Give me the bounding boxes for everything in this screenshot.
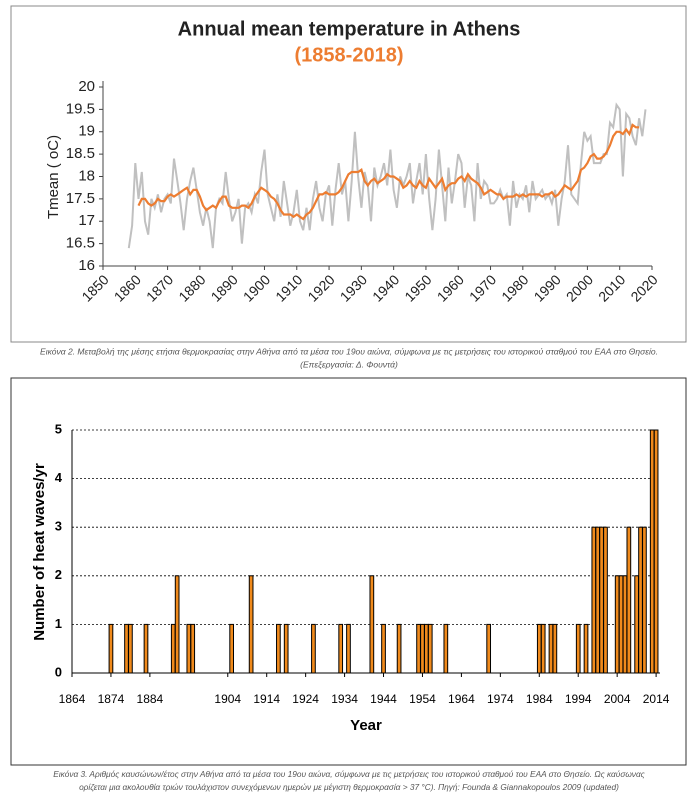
bar	[369, 575, 375, 674]
bar	[338, 623, 344, 674]
x-tick-label: 2004	[604, 692, 631, 706]
y-tick-label: 5	[55, 421, 62, 436]
bar	[186, 623, 192, 674]
bar	[420, 623, 425, 674]
bar	[626, 526, 632, 674]
bar	[443, 623, 449, 674]
y-tick-label: 2	[55, 567, 62, 582]
bar	[540, 623, 546, 674]
bar	[229, 623, 235, 674]
x-tick-label: 1904	[214, 692, 241, 706]
x-tick-label: 1884	[137, 692, 164, 706]
x-tick-label: 1954	[409, 692, 436, 706]
bar	[311, 623, 316, 674]
bar	[548, 623, 554, 674]
chart-title: Annual mean temperature in Athens	[178, 18, 521, 40]
caption: Εικόνα 2. Μεταβολή της μέσης ετήσια θερμ…	[40, 346, 658, 356]
y-tick-label: 17	[78, 212, 95, 229]
y-tick-label: 4	[55, 470, 63, 485]
bar	[396, 623, 402, 674]
caption: Εικόνα 3. Αριθμός καυσώνων/έτος στην Αθή…	[53, 769, 645, 779]
y-tick-label: 18	[78, 167, 95, 184]
x-tick-label: 1994	[565, 692, 592, 706]
bar	[170, 623, 176, 674]
bar	[595, 526, 601, 674]
caption: ορίζεται μια ακολουθία τριών τουλάχιστον…	[79, 782, 619, 792]
bar	[174, 575, 180, 674]
bar	[649, 429, 655, 674]
y-tick-label: 20	[78, 78, 95, 95]
bar	[614, 575, 620, 674]
y-tick-label: 16.5	[66, 235, 95, 252]
y-tick-label: 3	[55, 519, 62, 534]
bar	[642, 526, 647, 674]
bar	[603, 526, 608, 674]
bar	[190, 623, 196, 674]
bar	[416, 623, 421, 674]
x-tick-label: 1924	[292, 692, 319, 706]
x-axis-label: Year	[350, 717, 382, 734]
x-tick-label: 1964	[448, 692, 475, 706]
series-line	[137, 123, 640, 221]
y-tick-label: 1	[55, 616, 62, 631]
x-tick-label: 1874	[98, 692, 125, 706]
bar	[381, 623, 386, 674]
bar	[618, 575, 624, 674]
x-tick-label: 1914	[253, 692, 280, 706]
y-tick-label: 19	[78, 123, 95, 140]
x-tick-label: 1934	[331, 692, 358, 706]
bar	[575, 623, 581, 674]
bar	[108, 623, 114, 674]
bar	[276, 623, 281, 674]
bar	[583, 623, 589, 674]
series-line	[127, 102, 647, 249]
bar	[638, 526, 643, 674]
bar	[346, 623, 351, 674]
caption: (Επεξεργασία: Δ. Φουντά)	[300, 359, 398, 369]
y-tick-label: 0	[55, 664, 62, 679]
bar	[486, 623, 492, 674]
y-tick-label: 17.5	[66, 190, 95, 207]
bar	[653, 429, 659, 674]
x-tick-label: 1984	[526, 692, 553, 706]
bar	[143, 623, 149, 674]
x-tick-label: 1974	[487, 692, 514, 706]
y-tick-label: 19.5	[66, 100, 95, 117]
x-tick-label: 1944	[370, 692, 397, 706]
y-tick-label: 18.5	[66, 145, 95, 162]
bar	[427, 623, 433, 674]
y-axis-label: Number of heat waves/yr	[31, 463, 48, 641]
bar	[128, 623, 133, 674]
x-tick-label: 1864	[59, 692, 86, 706]
bar	[634, 575, 639, 674]
bar	[248, 575, 254, 674]
bar	[124, 623, 129, 674]
bar	[424, 623, 429, 674]
bar	[552, 623, 558, 674]
x-tick-label: 2014	[643, 692, 670, 706]
bar	[283, 623, 289, 674]
bar	[622, 575, 628, 674]
bar	[591, 526, 597, 674]
bar	[536, 623, 542, 674]
y-tick-label: 16	[78, 257, 95, 274]
chart-subtitle: (1858-2018)	[295, 44, 404, 66]
bar	[599, 526, 604, 674]
chart-frame	[10, 377, 687, 766]
y-axis-label: Tmean ( oC)	[45, 135, 62, 219]
